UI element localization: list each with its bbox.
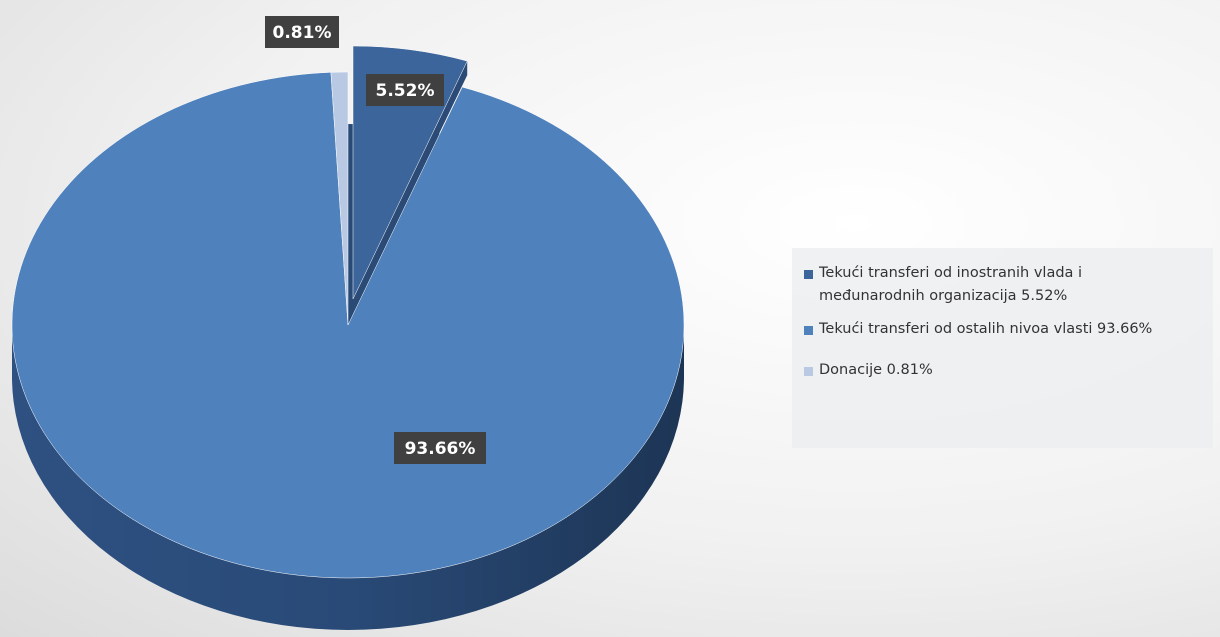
pie-slice [352,45,468,300]
slice-side [353,61,468,314]
data-label: 5.52% [376,81,435,101]
legend-item: Donacije 0.81% [804,359,1213,382]
data-label: 0.81% [273,23,332,43]
legend-swatch [804,367,813,376]
legend-label: Tekući transferi od inostranih vlada i m… [819,265,1083,304]
legend-label: Tekući transferi od ostalih nivoa vlasti… [819,321,1153,337]
pie-slice [11,72,685,579]
legend-swatch [804,270,813,279]
legend-item: Tekući transferi od ostalih nivoa vlasti… [804,318,1213,341]
legend-swatch [804,326,813,335]
data-label: 93.66% [405,439,476,459]
data-label-box [265,16,339,48]
legend-item: Tekući transferi od inostranih vlada i m… [804,262,1213,308]
pie-slice [330,71,349,326]
data-label-box [366,74,444,106]
data-label-box [394,432,486,464]
legend: Tekući transferi od inostranih vlada i m… [792,248,1213,448]
legend-label: Donacije 0.81% [819,362,933,378]
